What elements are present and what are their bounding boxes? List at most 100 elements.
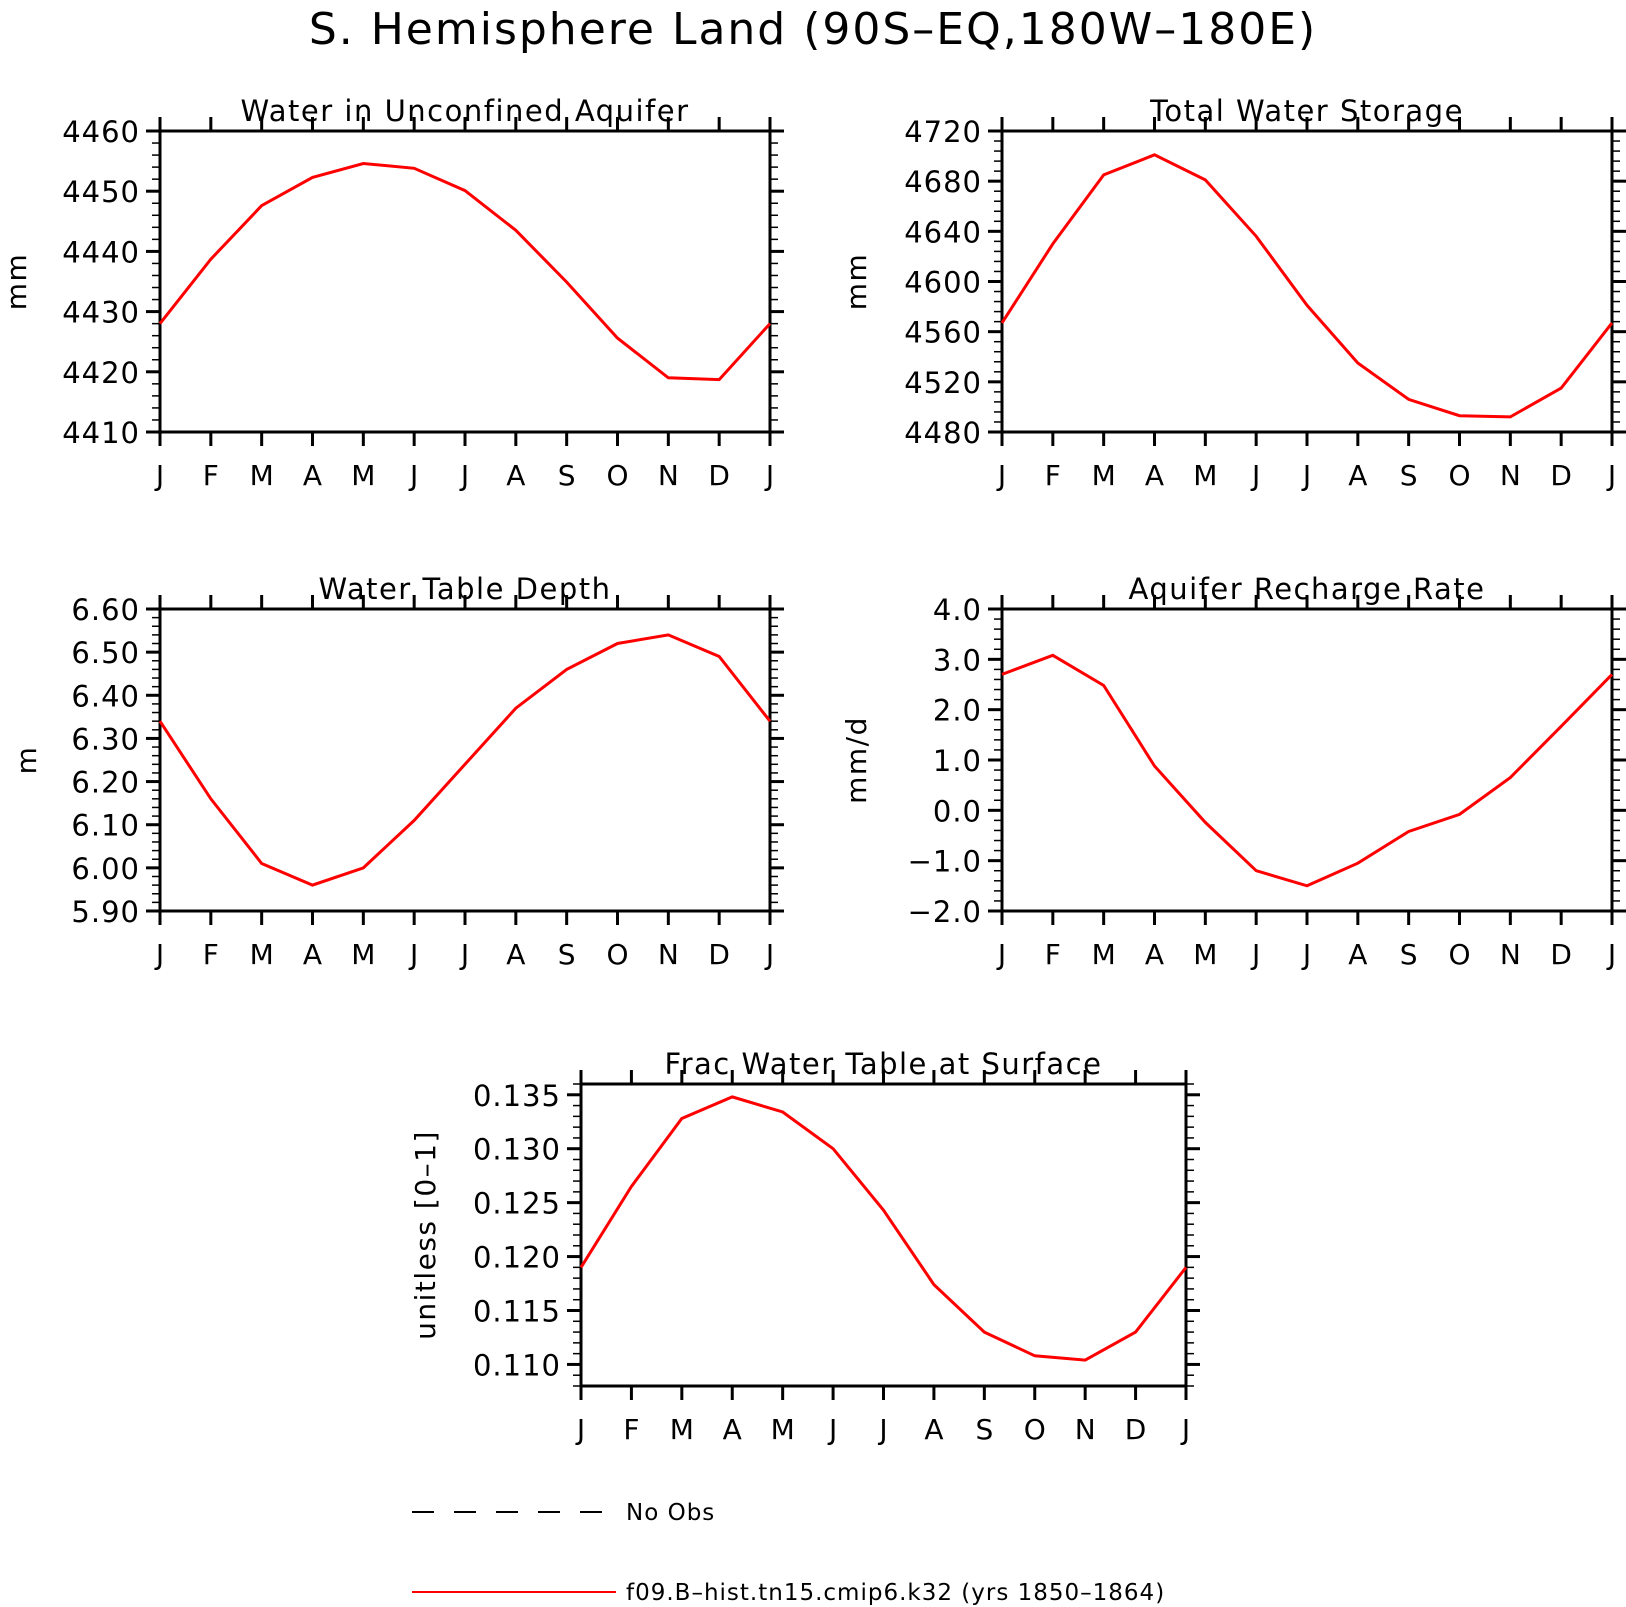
x-tick-label: M — [1092, 938, 1116, 971]
x-tick-label: D — [1550, 459, 1572, 492]
y-tick-label: −2.0 — [908, 895, 982, 929]
y-tick-label: 4430 — [62, 296, 140, 330]
y-tick-label: 4450 — [62, 175, 140, 209]
x-tick-label: J — [154, 938, 164, 971]
legend: No Obs f09.B–hist.tn15.cmip6.k32 (yrs 18… — [412, 1500, 1165, 1606]
x-tick-label: O — [606, 938, 628, 971]
plot-frame — [1000, 607, 1614, 913]
x-tick-label: M — [250, 938, 274, 971]
x-tick-label: A — [1348, 459, 1367, 492]
x-tick-label: M — [1193, 938, 1217, 971]
x-tick-label: A — [1348, 938, 1367, 971]
y-tick-label: 4440 — [62, 235, 140, 269]
x-tick-label: J — [1606, 459, 1616, 492]
x-tick-label: N — [658, 459, 679, 492]
y-tick-label: 0.115 — [473, 1295, 561, 1329]
series-line — [158, 161, 772, 382]
y-tick-label: 6.50 — [71, 636, 140, 670]
x-tick-label: O — [606, 459, 628, 492]
series-line — [579, 1095, 1188, 1362]
x-tick-label: N — [1075, 1413, 1096, 1446]
y-tick-label: 2.0 — [933, 694, 982, 728]
x-tick-label: S — [1400, 459, 1418, 492]
x-tick-label: M — [250, 459, 274, 492]
y-axis-label: mm — [0, 253, 33, 311]
y-tick-label: 4.0 — [933, 593, 982, 627]
x-tick-label: J — [1301, 938, 1311, 971]
y-tick-label: 4410 — [62, 416, 140, 450]
y-tick-label: 0.120 — [473, 1241, 561, 1275]
x-tick-label: A — [303, 459, 322, 492]
y-tick-label: 4560 — [904, 316, 982, 350]
x-tick-label: M — [670, 1413, 694, 1446]
y-axis-label: unitless [0–1] — [409, 1130, 442, 1340]
figure-title: S. Hemisphere Land (90S–EQ,180W–180E) — [309, 4, 1317, 55]
x-tick-label: S — [1400, 938, 1418, 971]
x-tick-label: D — [708, 938, 730, 971]
x-tick-label: J — [764, 938, 774, 971]
x-tick-label: N — [658, 938, 679, 971]
x-tick-label: F — [1045, 938, 1061, 971]
x-tick-label: M — [351, 938, 375, 971]
x-tick-label: F — [203, 938, 219, 971]
y-tick-label: 5.90 — [71, 895, 140, 929]
y-tick-label: 4480 — [904, 416, 982, 450]
legend-model-label: f09.B–hist.tn15.cmip6.k32 (yrs 1850–1864… — [626, 1580, 1165, 1606]
x-tick-label: J — [154, 459, 164, 492]
x-tick-label: A — [723, 1413, 742, 1446]
x-tick-label: A — [303, 938, 322, 971]
x-tick-label: A — [924, 1413, 943, 1446]
y-tick-label: 0.110 — [473, 1348, 561, 1382]
y-tick-label: 0.135 — [473, 1079, 561, 1113]
y-tick-label: 4520 — [904, 366, 982, 400]
x-tick-label: J — [1180, 1413, 1190, 1446]
x-tick-label: J — [877, 1413, 887, 1446]
y-tick-label: 4600 — [904, 266, 982, 300]
x-tick-label: A — [1145, 459, 1164, 492]
y-axis-label: mm/d — [840, 716, 873, 804]
x-tick-label: F — [1045, 459, 1061, 492]
x-tick-label: M — [1193, 459, 1217, 492]
x-tick-label: D — [1550, 938, 1572, 971]
y-tick-label: 4420 — [62, 356, 140, 390]
x-tick-label: S — [975, 1413, 993, 1446]
plot-frame — [158, 129, 772, 434]
x-tick-label: J — [1250, 938, 1260, 971]
x-tick-label: A — [1145, 938, 1164, 971]
y-tick-label: 0.125 — [473, 1187, 561, 1221]
x-tick-label: S — [558, 938, 576, 971]
x-tick-label: J — [408, 459, 418, 492]
x-tick-label: O — [1448, 459, 1470, 492]
x-tick-label: D — [708, 459, 730, 492]
x-tick-label: O — [1448, 938, 1470, 971]
x-tick-label: M — [1092, 459, 1116, 492]
x-tick-label: M — [771, 1413, 795, 1446]
x-tick-label: M — [351, 459, 375, 492]
y-tick-label: 6.40 — [71, 679, 140, 713]
x-tick-label: J — [459, 459, 469, 492]
x-tick-label: N — [1500, 459, 1521, 492]
plot-frame — [579, 1082, 1188, 1388]
y-tick-label: 4460 — [62, 115, 140, 149]
x-tick-label: O — [1024, 1413, 1046, 1446]
y-tick-label: −1.0 — [908, 845, 982, 879]
x-tick-label: J — [827, 1413, 837, 1446]
y-tick-label: 6.30 — [71, 722, 140, 756]
y-tick-label: 6.60 — [71, 593, 140, 627]
x-tick-label: J — [1606, 938, 1616, 971]
plot-frame — [158, 607, 772, 913]
series-line — [1001, 653, 1614, 888]
x-tick-label: N — [1500, 938, 1521, 971]
x-tick-label: J — [575, 1413, 585, 1446]
y-tick-label: 6.20 — [71, 766, 140, 800]
y-tick-label: 3.0 — [933, 643, 982, 677]
legend-no-obs-label: No Obs — [626, 1500, 715, 1526]
y-tick-label: 6.10 — [71, 809, 140, 843]
series-line — [1000, 153, 1614, 419]
x-tick-label: J — [1250, 459, 1260, 492]
